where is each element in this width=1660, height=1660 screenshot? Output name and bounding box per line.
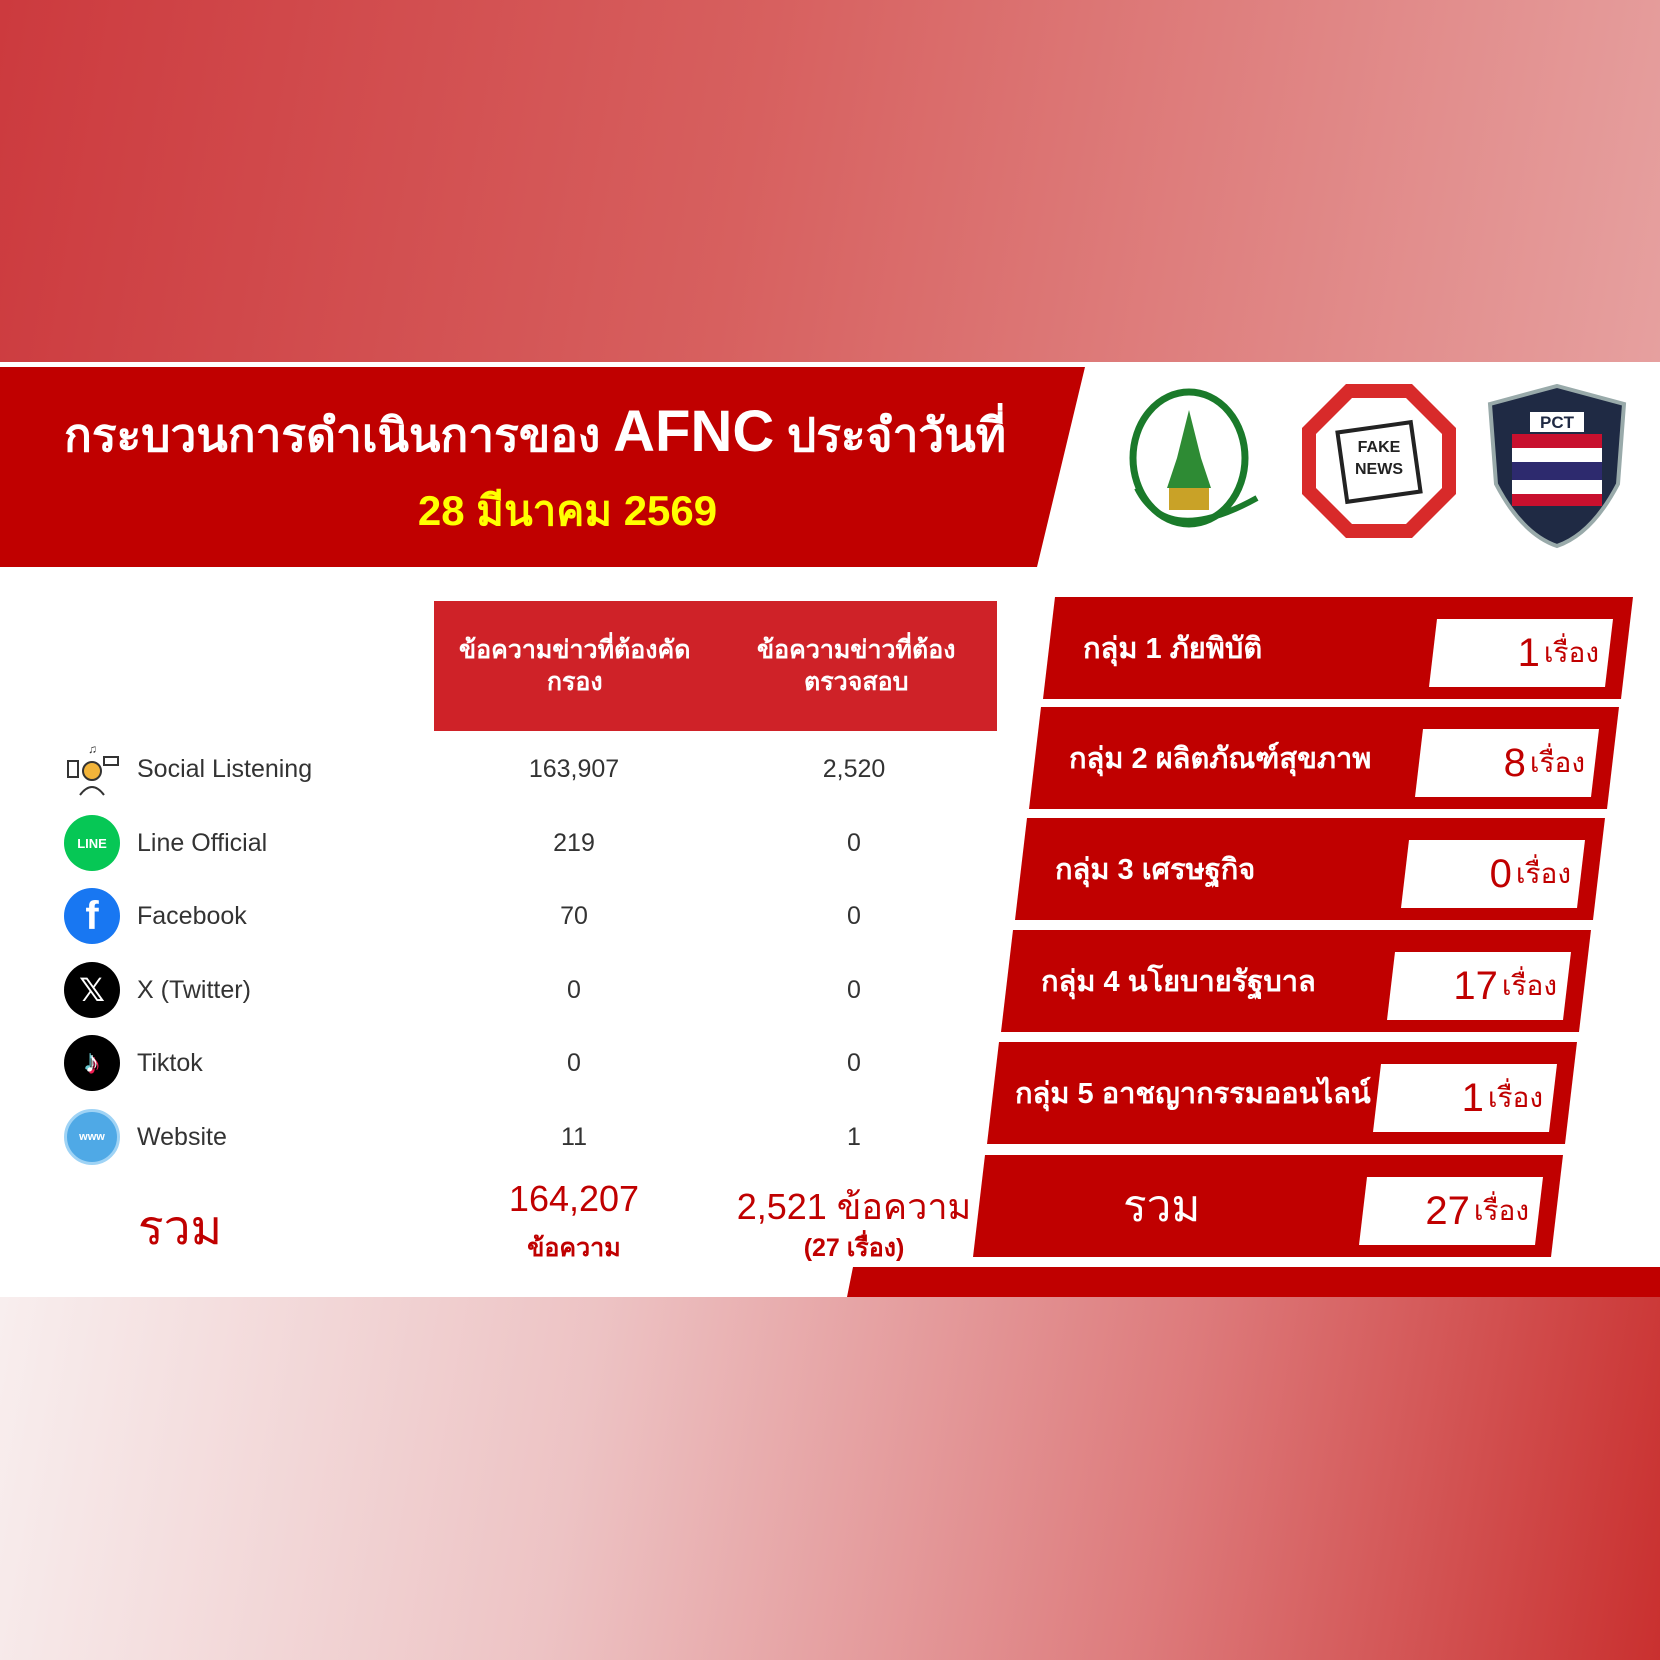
verification-count: 0 (847, 901, 861, 930)
group-unit: เรื่อง (1487, 1082, 1543, 1113)
header-verification: ข้อความข่าวที่ต้องตรวจสอบ (757, 635, 956, 697)
page-title: กระบวนการดำเนินการของ AFNC ประจำวันที่ (0, 398, 1070, 472)
total-label: รวม (137, 1202, 223, 1255)
line-icon: LINE (64, 815, 120, 871)
group-card: กลุ่ม 1 ภัยพิบัติ 1 เรื่อง (1043, 597, 1633, 699)
screening-count: 0 (567, 975, 581, 1004)
row-label: Website (137, 1122, 227, 1151)
table-row: f Facebook 70 0 (0, 886, 1000, 946)
svg-text:PCT: PCT (1540, 413, 1575, 432)
group-count: 0 (1489, 851, 1512, 896)
group-unit: เรื่อง (1543, 637, 1599, 668)
group-count-box: 17 เรื่อง (1387, 952, 1571, 1020)
title-brand: AFNC (613, 399, 775, 464)
screening-count: 0 (567, 1048, 581, 1077)
group-count: 1 (1461, 1075, 1484, 1120)
group-total-card: รวม 27 เรื่อง (973, 1155, 1563, 1257)
verification-count: 0 (847, 975, 861, 1004)
table-row: LINE Line Official 219 0 (0, 813, 1000, 873)
group-card: กลุ่ม 3 เศรษฐกิจ 0 เรื่อง (1015, 818, 1605, 920)
pct-logo: PCT (1487, 384, 1627, 549)
group-unit: เรื่อง (1529, 747, 1585, 778)
total-screening: 164,207 (508, 1178, 640, 1219)
bottom-red-strip (847, 1267, 1660, 1297)
row-label: Facebook (137, 901, 247, 930)
group-label: กลุ่ม 3 เศรษฐกิจ (1055, 854, 1256, 886)
group-label: รวม (1123, 1182, 1201, 1231)
header-banner (0, 367, 1085, 567)
group-count-box: 1 เรื่อง (1429, 619, 1613, 687)
title-prefix: กระบวนการดำเนินการของ (63, 409, 601, 461)
verification-count: 1 (847, 1122, 861, 1151)
screening-count: 163,907 (528, 754, 620, 783)
report-date: 28 มีนาคม 2569 (417, 487, 718, 534)
tiktok-icon: ♪ (64, 1035, 120, 1091)
verification-count: 0 (847, 828, 861, 857)
group-label: กลุ่ม 1 ภัยพิบัติ (1083, 633, 1263, 665)
group-count-box: 27 เรื่อง (1359, 1177, 1543, 1245)
group-count-box: 8 เรื่อง (1415, 729, 1599, 797)
row-label: Tiktok (137, 1048, 203, 1077)
screening-count: 70 (560, 901, 588, 930)
header-screening: ข้อความข่าวที่ต้องคัดกรอง (459, 635, 691, 697)
total-verification: 2,521 ข้อความ (736, 1186, 972, 1227)
group-unit: เรื่อง (1473, 1195, 1529, 1226)
group-count-box: 1 เรื่อง (1373, 1064, 1557, 1132)
table-header: ข้อความข่าวที่ต้องคัดกรอง ข้อความข่าวที่… (434, 601, 997, 731)
x-twitter-icon: 𝕏 (64, 962, 120, 1018)
anti-fake-news-logo: FAKE NEWS (1302, 384, 1456, 538)
row-label: Line Official (137, 828, 268, 857)
group-count: 17 (1453, 963, 1498, 1008)
group-count: 8 (1503, 740, 1526, 785)
row-label: X (Twitter) (137, 975, 251, 1004)
group-unit: เรื่อง (1501, 970, 1557, 1001)
group-card: กลุ่ม 4 นโยบายรัฐบาล 17 เรื่อง (1001, 930, 1591, 1032)
group-card: กลุ่ม 2 ผลิตภัณฑ์สุขภาพ 8 เรื่อง (1029, 707, 1619, 809)
svg-text:NEWS: NEWS (1355, 461, 1403, 478)
ministry-digital-economy-logo (1129, 388, 1259, 528)
total-verification-note: (27 เรื่อง) (803, 1234, 905, 1262)
svg-text:♫: ♫ (88, 742, 97, 756)
group-label: กลุ่ม 4 นโยบายรัฐบาล (1041, 966, 1316, 998)
facebook-icon: f (64, 888, 120, 944)
svg-text:FAKE: FAKE (1358, 439, 1401, 456)
group-label: กลุ่ม 5 อาชญากรรมออนไลน์ (1015, 1078, 1371, 1110)
group-count-box: 0 เรื่อง (1401, 840, 1585, 908)
top-background (0, 0, 1660, 362)
bottom-background (0, 1297, 1660, 1660)
total-screening-unit: ข้อความ (527, 1234, 621, 1262)
table-row: 𝕏 X (Twitter) 0 0 (0, 960, 1000, 1020)
verification-count: 0 (847, 1048, 861, 1077)
social-listening-icon: ♫ (67, 742, 119, 796)
group-label: กลุ่ม 2 ผลิตภัณฑ์สุขภาพ (1069, 743, 1372, 775)
verification-count: 2,520 (822, 754, 886, 783)
row-label: Social Listening (137, 754, 313, 783)
group-count: 1 (1517, 630, 1540, 675)
group-unit: เรื่อง (1515, 858, 1571, 889)
group-card: กลุ่ม 5 อาชญากรรมออนไลน์ 1 เรื่อง (987, 1042, 1577, 1144)
screening-count: 11 (561, 1122, 587, 1151)
table-row: ♪ Tiktok 0 0 (0, 1033, 1000, 1093)
table-row: www Website 11 1 (0, 1107, 1000, 1167)
group-count: 27 (1425, 1188, 1470, 1233)
screening-count: 219 (553, 828, 595, 857)
title-suffix: ประจำวันที่ (787, 409, 1007, 461)
website-icon: www (64, 1109, 120, 1165)
table-row: ♫ Social Listening 163,907 2,520 (0, 739, 1000, 799)
